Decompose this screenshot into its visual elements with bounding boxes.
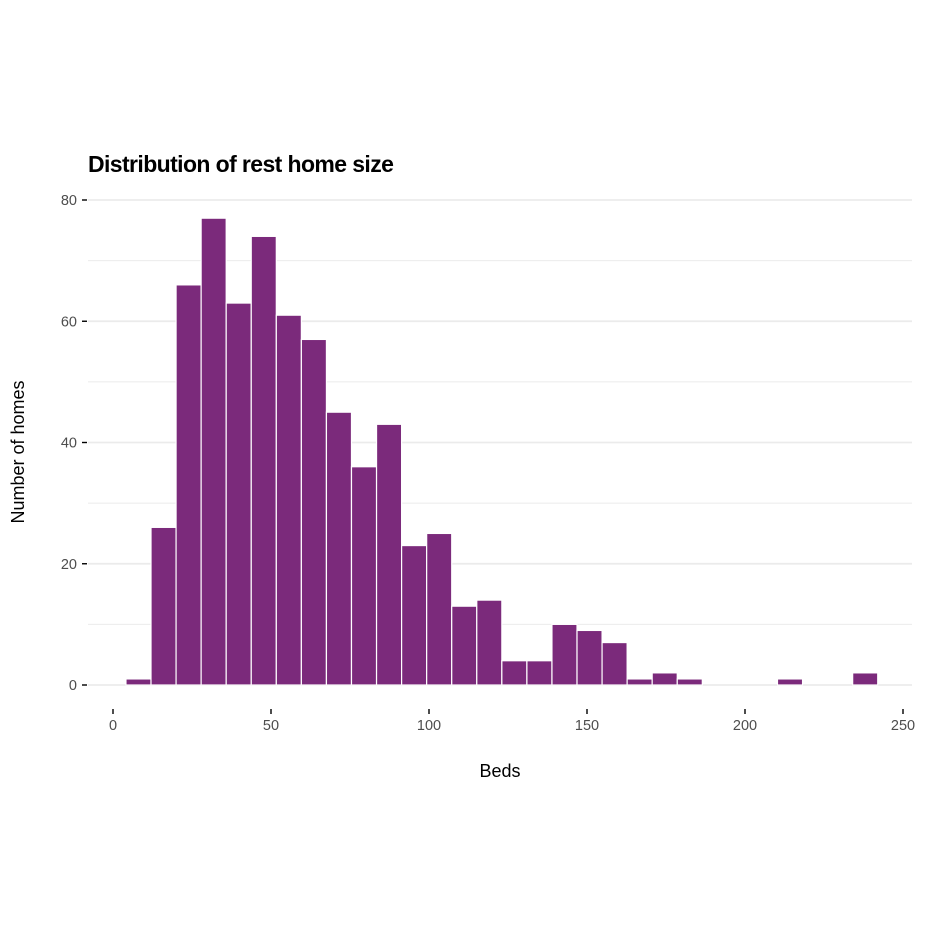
histogram-bar xyxy=(676,678,703,686)
histogram-bar xyxy=(350,466,378,686)
histogram-bar xyxy=(776,678,804,686)
x-tick-label: 150 xyxy=(575,718,599,734)
y-tick-label: 40 xyxy=(61,436,77,452)
y-tick-label: 60 xyxy=(61,314,77,330)
x-tick-label: 100 xyxy=(417,718,441,734)
histogram-bar xyxy=(626,678,653,686)
histogram-bar xyxy=(526,660,553,686)
chart-title: Distribution of rest home size xyxy=(88,151,393,177)
histogram-bar xyxy=(200,217,227,686)
y-axis-title: Number of homes xyxy=(8,380,28,523)
histogram-bar xyxy=(476,599,503,686)
histogram-bar xyxy=(125,678,152,686)
histogram-bar xyxy=(551,623,578,686)
y-axis: 0 20 40 60 80 xyxy=(61,193,87,694)
y-tick-label: 20 xyxy=(61,557,77,573)
histogram-bar xyxy=(300,338,328,686)
y-tick-label: 0 xyxy=(69,678,77,694)
histogram-bar xyxy=(451,605,478,686)
histogram-bar xyxy=(275,314,302,686)
histogram-bar xyxy=(250,235,277,686)
x-tick-label: 0 xyxy=(109,718,117,734)
x-tick-label: 200 xyxy=(733,718,757,734)
histogram-bar xyxy=(601,641,628,686)
x-axis: 0 50 100 150 200 250 xyxy=(109,709,915,734)
histogram-bar xyxy=(375,423,403,686)
x-tick-label: 250 xyxy=(891,718,915,734)
histogram-bar xyxy=(225,302,252,686)
histogram-bar xyxy=(426,532,453,686)
histogram-bar xyxy=(576,629,603,686)
x-tick-label: 50 xyxy=(263,718,279,734)
x-axis-title: Beds xyxy=(479,761,520,781)
histogram-bar xyxy=(501,660,528,686)
histogram-bar xyxy=(651,672,678,686)
y-tick-label: 80 xyxy=(61,193,77,209)
histogram-bar xyxy=(150,526,177,686)
histogram-bar xyxy=(175,284,202,686)
histogram-bar xyxy=(401,544,428,686)
histogram-bar xyxy=(325,411,353,686)
histogram-bar xyxy=(852,672,879,686)
bars-group xyxy=(125,217,879,686)
